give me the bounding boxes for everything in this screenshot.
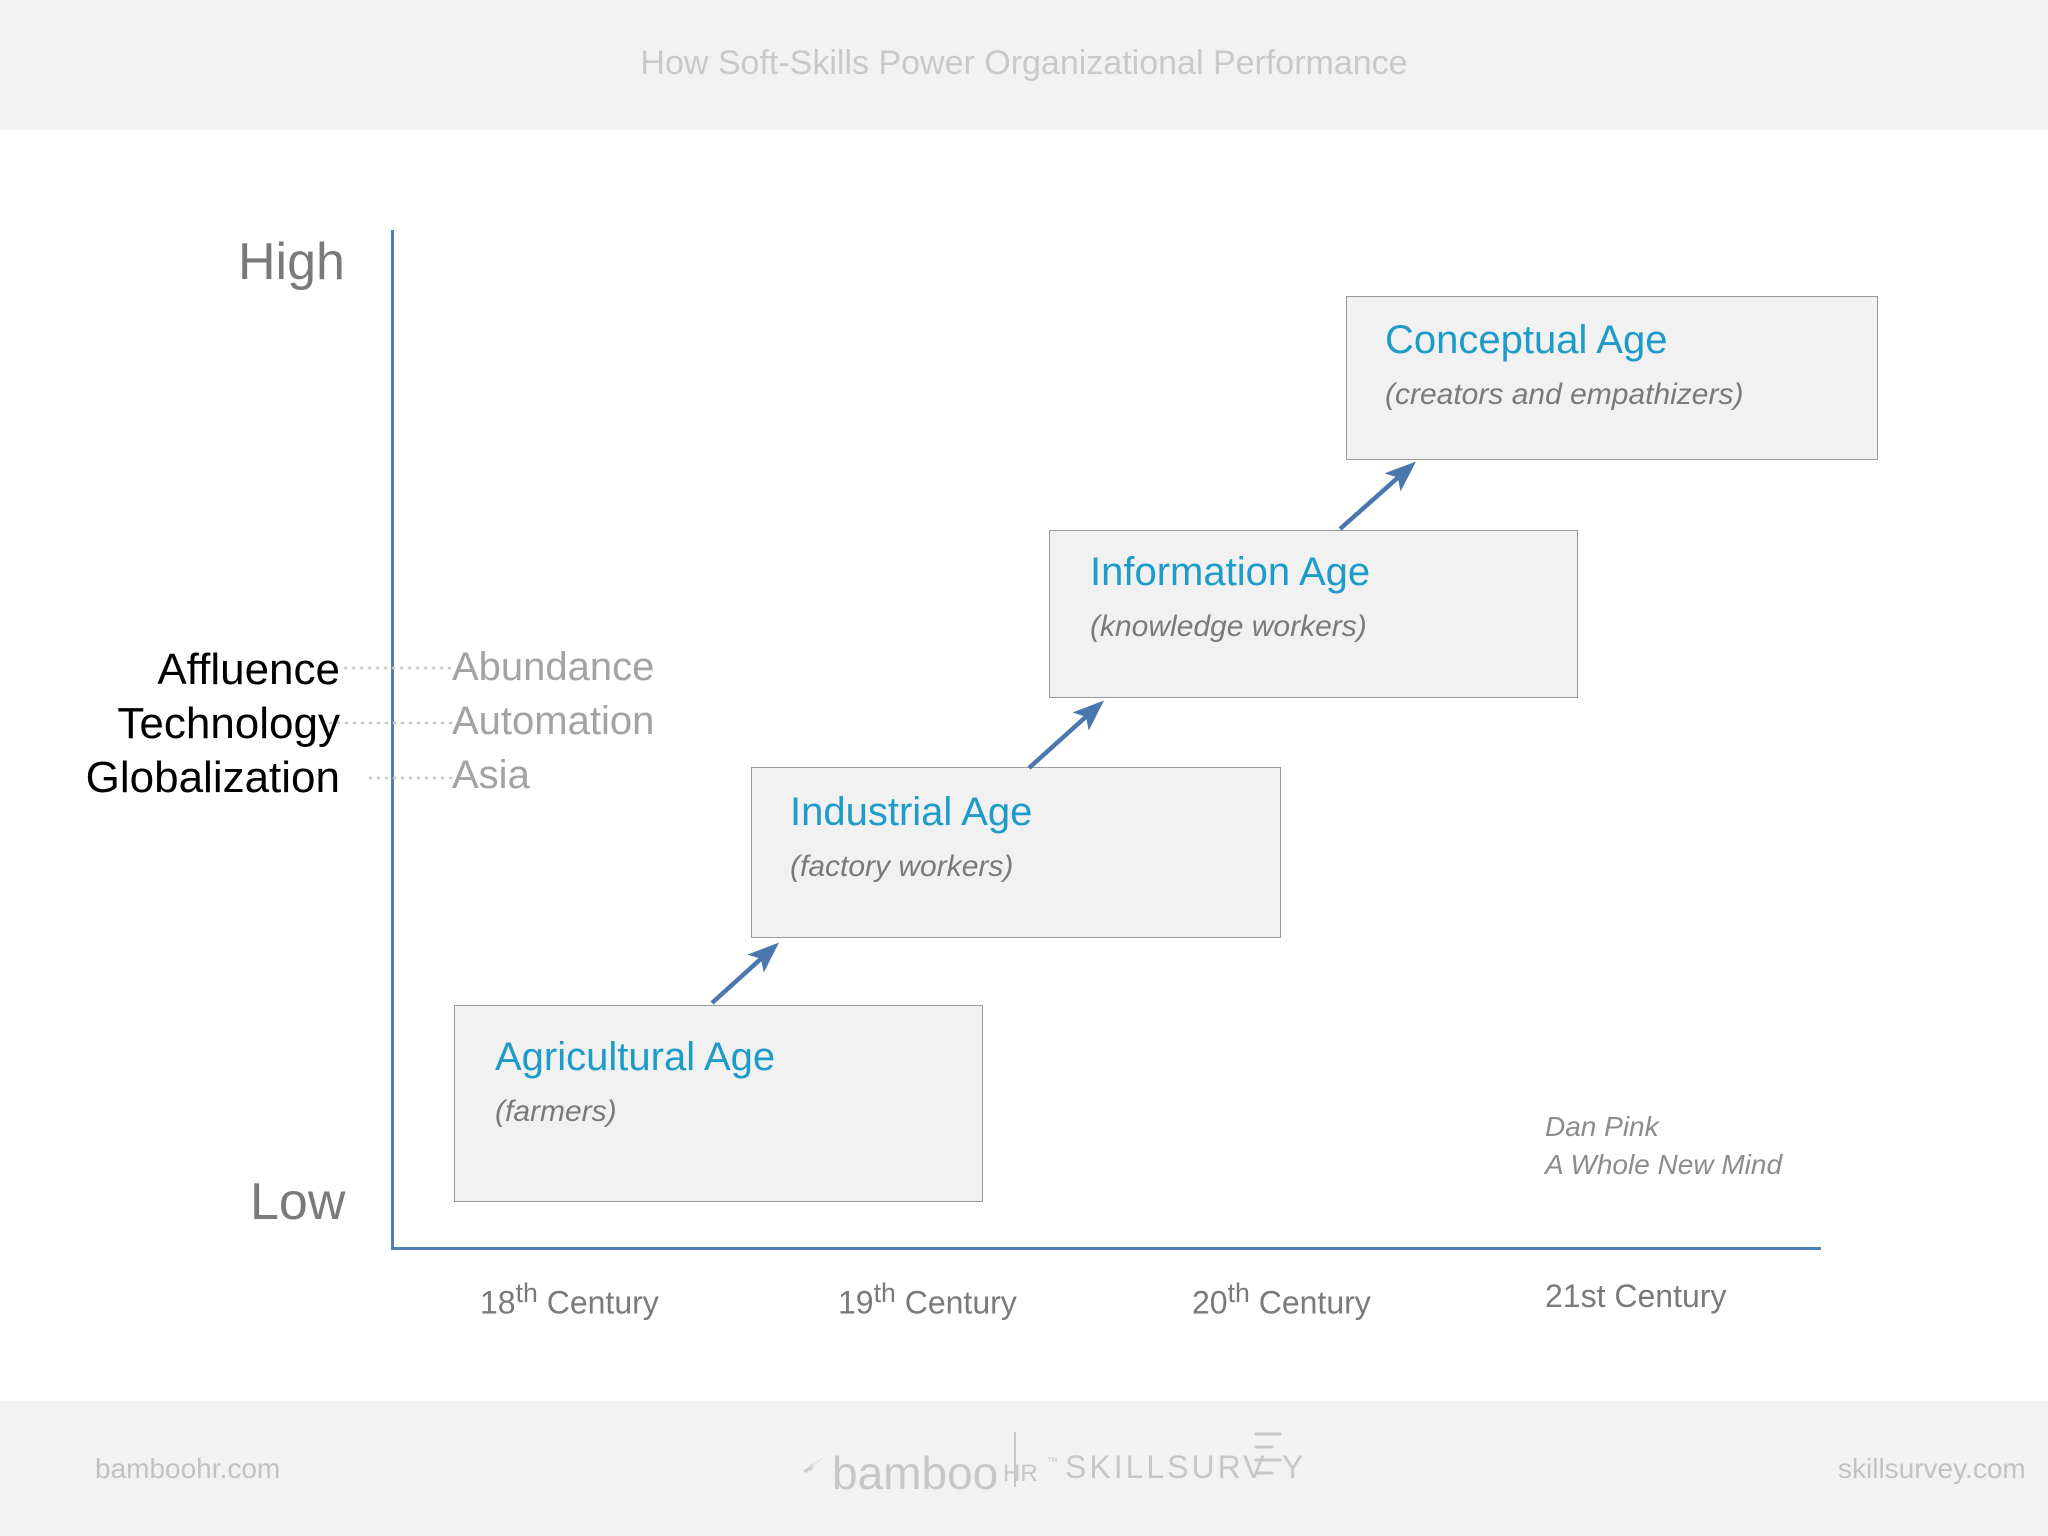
- svg-text:SKILLSURV: SKILLSURV: [1065, 1449, 1268, 1485]
- svg-text:™: ™: [1047, 1456, 1058, 1468]
- svg-text:HR: HR: [1003, 1460, 1038, 1487]
- svg-text:Y: Y: [1282, 1449, 1306, 1485]
- svg-text:bamboo: bamboo: [832, 1447, 998, 1499]
